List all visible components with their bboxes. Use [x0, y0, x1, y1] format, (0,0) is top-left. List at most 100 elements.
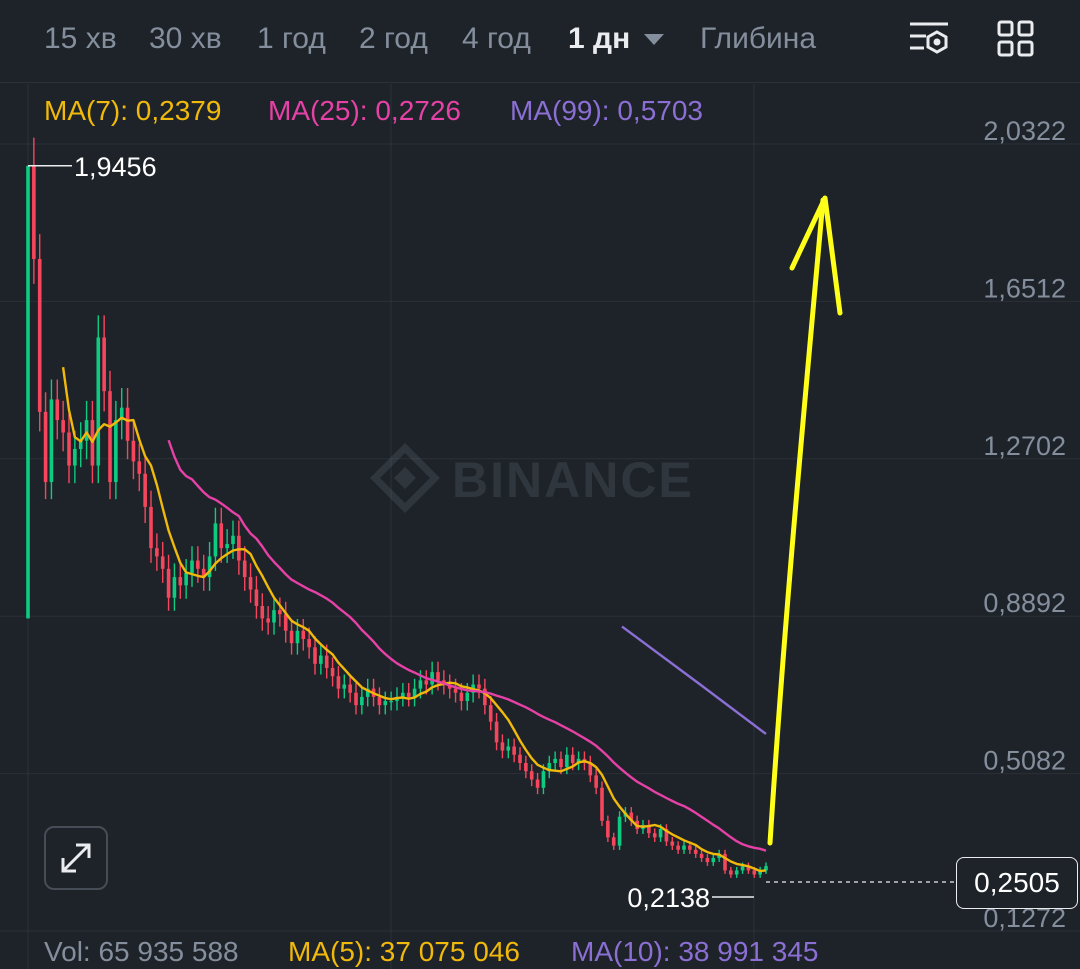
tab-15m[interactable]: 15 хв: [44, 22, 117, 55]
candle-body: [266, 618, 270, 623]
watermark-text: BINANCE: [452, 452, 694, 508]
chevron-down-icon[interactable]: [644, 34, 664, 45]
candle-body: [330, 667, 335, 677]
candle-body: [693, 849, 698, 854]
tab-4h[interactable]: 4 год: [462, 22, 531, 55]
candle-body: [219, 523, 224, 549]
candle-body: [488, 705, 493, 722]
candle-body: [723, 853, 727, 871]
candle-body: [108, 391, 112, 483]
candle-body: [658, 829, 663, 838]
candle-body: [752, 870, 757, 875]
candle-body: [559, 758, 563, 768]
price-tick-label: 1,2702: [983, 431, 1066, 461]
tab-1h[interactable]: 1 год: [257, 22, 326, 55]
candle-body: [254, 589, 259, 607]
candle-body: [295, 630, 300, 644]
candle-body: [313, 647, 317, 664]
tab-depth[interactable]: Глибина: [700, 22, 817, 55]
volume-ma10-legend: MA(10): 38 991 345: [571, 936, 819, 967]
candle-body: [418, 680, 423, 689]
candle-body: [611, 837, 616, 846]
candle-body: [43, 411, 48, 483]
price-tick-label: 0,8892: [983, 588, 1066, 618]
candle-body: [201, 568, 206, 578]
expand-icon: [61, 843, 91, 873]
candle-body: [324, 655, 329, 668]
candle-body: [406, 692, 411, 697]
annotation-arrow: [767, 197, 826, 846]
candle-body: [629, 812, 634, 821]
candle-body: [465, 692, 470, 702]
ma7-line: [61, 367, 767, 873]
candle-body: [547, 762, 552, 772]
candle-body: [494, 721, 499, 743]
volume-ma5-legend: MA(5): 37 075 046: [288, 936, 520, 967]
high-price-label: 1,9456: [74, 152, 157, 182]
candle-body: [524, 762, 528, 772]
candle-body: [283, 614, 288, 631]
candle-body: [213, 523, 218, 557]
candle-body: [184, 572, 188, 586]
candle-body: [301, 630, 306, 640]
candle-body: [424, 680, 429, 685]
candle-body: [670, 841, 675, 846]
candle-body: [354, 692, 358, 706]
candle-body: [529, 771, 534, 780]
candle-body: [143, 473, 147, 507]
candle-body: [535, 779, 540, 788]
candle-body: [553, 758, 557, 763]
tab-2h[interactable]: 2 год: [359, 22, 428, 55]
candle-body: [412, 688, 417, 697]
candle-body: [565, 754, 569, 768]
candle-body: [319, 655, 323, 664]
candle-body: [652, 833, 657, 838]
candle-body: [131, 440, 136, 462]
candle-body: [512, 746, 516, 755]
candle-body: [401, 692, 405, 697]
candle-body: [242, 560, 247, 578]
candle-body: [430, 672, 434, 685]
candle-body: [383, 701, 388, 706]
candle-body: [600, 787, 604, 821]
candle-body: [102, 337, 106, 392]
candle-body: [190, 560, 194, 573]
candle-body: [477, 684, 481, 689]
candle-body: [682, 845, 686, 850]
candle-body: [137, 461, 142, 474]
candle-body: [365, 688, 370, 697]
candle-body: [500, 742, 505, 751]
ma99-line: [621, 625, 767, 735]
grid-layout-icon[interactable]: [996, 18, 1036, 67]
tab-1d[interactable]: 1 дн: [568, 22, 631, 55]
ma25-legend: MA(25): 0,2726: [268, 95, 461, 126]
candle-body: [272, 610, 276, 623]
ma99-legend: MA(99): 0,5703: [510, 95, 703, 126]
settings-layers-icon[interactable]: [906, 18, 952, 67]
candle-body: [676, 845, 680, 850]
candle-body: [506, 746, 511, 751]
candle-body: [73, 449, 77, 466]
candle-body: [260, 606, 265, 619]
ma7-legend: MA(7): 0,2379: [44, 95, 222, 126]
candle-body: [119, 407, 124, 421]
candle-body: [688, 845, 692, 850]
candle-body: [617, 816, 622, 846]
candle-body: [96, 337, 101, 466]
candle-body: [160, 556, 165, 569]
fullscreen-button[interactable]: [44, 826, 108, 890]
current-price-tag: 0,2505: [956, 857, 1078, 909]
candle-body: [459, 692, 464, 702]
candle-body: [453, 688, 458, 693]
tab-30m[interactable]: 30 хв: [149, 22, 222, 55]
candle-body: [729, 870, 733, 875]
candle-body: [389, 701, 393, 703]
candle-body: [705, 858, 710, 863]
candle-body: [78, 440, 83, 450]
price-tick-label: 1,6512: [983, 273, 1066, 303]
candle-body: [307, 639, 311, 648]
candle-body: [606, 820, 610, 838]
candle-body: [594, 775, 598, 788]
moving-averages: [61, 367, 767, 873]
